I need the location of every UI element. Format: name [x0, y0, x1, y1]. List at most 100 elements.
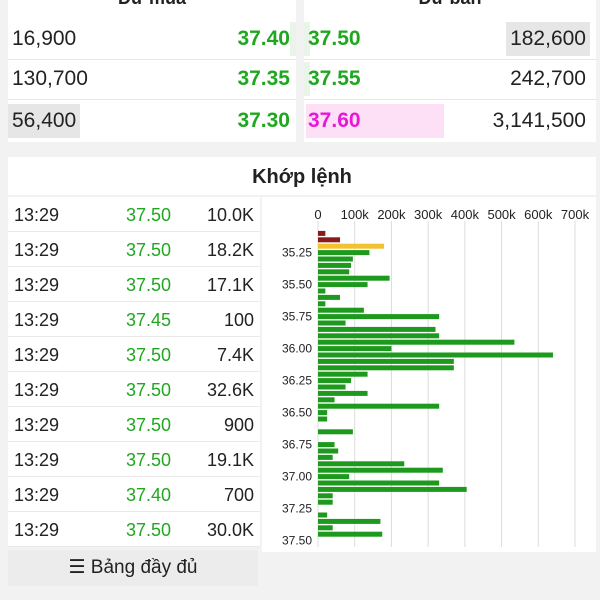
matched-orders-title: Khớp lệnh	[8, 157, 596, 195]
ask-volume: 182,600	[506, 22, 590, 56]
full-table-button[interactable]: ☰ Bảng đầy đủ	[8, 550, 258, 586]
volume-bar	[318, 230, 326, 236]
trade-price: 37.40	[126, 485, 172, 505]
volume-bar	[318, 307, 364, 313]
volume-bar	[318, 269, 350, 275]
row-divider	[8, 546, 260, 547]
volume-bar	[318, 493, 333, 499]
volume-bar	[318, 237, 341, 243]
y-tick-label: 37.50	[282, 534, 312, 548]
trade-row: 13:29 37.45 100	[8, 302, 260, 337]
row-divider	[8, 266, 260, 267]
trade-price: 37.50	[126, 240, 172, 260]
trade-time: 13:29	[14, 240, 60, 260]
volume-bar	[318, 454, 333, 460]
row-divider	[8, 511, 260, 512]
bid-price: 37.30	[237, 109, 290, 132]
volume-bar	[318, 288, 326, 294]
volume-bar	[318, 397, 335, 403]
y-tick-label: 36.75	[282, 438, 312, 452]
trade-price: 37.50	[126, 275, 172, 295]
ask-row[interactable]: 37.60 3,141,500	[304, 104, 596, 140]
ask-volume: 242,700	[510, 67, 586, 90]
bid-price: 37.40	[237, 27, 290, 50]
trade-row: 13:29 37.50 17.1K	[8, 267, 260, 302]
row-divider	[8, 301, 260, 302]
volume-bar	[318, 378, 352, 384]
volume-bar	[318, 442, 335, 448]
trade-price: 37.45	[126, 310, 172, 330]
bid-price: 37.35	[237, 67, 290, 90]
volume-bar	[318, 243, 385, 249]
x-tick-label: 400k	[451, 207, 480, 222]
trade-row: 13:29 37.50 19.1K	[8, 442, 260, 477]
volume-bar	[318, 518, 381, 524]
volume-bar	[318, 390, 368, 396]
ask-depth-bar	[304, 62, 310, 96]
trade-time: 13:29	[14, 275, 60, 295]
trade-row: 13:29 37.50 900	[8, 407, 260, 442]
volume-bar	[318, 250, 370, 256]
y-tick-label: 35.50	[282, 278, 312, 292]
ask-row[interactable]: 37.50 182,600	[304, 22, 596, 58]
x-tick-label: 300k	[414, 207, 443, 222]
volume-bar	[318, 512, 328, 518]
x-tick-label: 100k	[341, 207, 370, 222]
row-divider	[8, 441, 260, 442]
bid-row[interactable]: 16,900 37.40	[8, 22, 296, 58]
trade-volume: 700	[223, 485, 254, 505]
trade-time: 13:29	[14, 380, 60, 400]
volume-bar	[318, 320, 346, 326]
trade-tape: 13:29 37.50 10.0K 13:29 37.50 18.2K 13:29 37.50…	[8, 197, 260, 547]
volume-bar	[318, 326, 436, 332]
ask-price: 37.50	[308, 27, 361, 50]
trade-time: 13:29	[14, 205, 60, 225]
volume-bar	[318, 499, 333, 505]
trade-row: 13:29 37.40 700	[8, 477, 260, 512]
bid-row[interactable]: 130,700 37.35	[8, 62, 296, 98]
trade-price: 37.50	[126, 380, 172, 400]
trade-price: 37.50	[126, 205, 172, 225]
volume-bar	[318, 410, 328, 416]
volume-bar	[318, 531, 383, 537]
row-divider	[8, 371, 260, 372]
volume-by-price-chart: 0 100k 200k 300k 400k 500k 600k 700k 35.25 35.50 3…	[262, 197, 596, 552]
x-tick-label: 600k	[524, 207, 553, 222]
trade-row: 13:29 37.50 30.0K	[8, 512, 260, 547]
volume-bar	[318, 262, 352, 268]
trade-price: 37.50	[126, 415, 172, 435]
row-divider	[8, 231, 260, 232]
trade-row: 13:29 37.50 32.6K	[8, 372, 260, 407]
ask-row[interactable]: 37.55 242,700	[304, 62, 596, 98]
volume-by-price-svg: 0 100k 200k 300k 400k 500k 600k 700k 35.25 35.50 3…	[282, 207, 590, 548]
divider	[8, 99, 296, 100]
x-tick-label: 700k	[561, 207, 590, 222]
volume-bar	[318, 525, 333, 531]
volume-bar	[318, 371, 368, 377]
trade-price: 37.50	[126, 345, 172, 365]
divider	[8, 59, 296, 60]
volume-bar	[318, 256, 353, 262]
ask-header: Dư bán	[304, 0, 596, 9]
trade-row: 13:29 37.50 18.2K	[8, 232, 260, 267]
volume-bar	[318, 384, 346, 390]
trade-time: 13:29	[14, 310, 60, 330]
trade-price: 37.50	[126, 520, 172, 540]
bid-depth-bar	[290, 22, 296, 56]
trade-volume: 17.1K	[206, 275, 254, 295]
x-tick-label: 0	[314, 207, 321, 222]
volume-bar	[318, 346, 392, 352]
ask-book: Dư bán 37.50 182,600 37.55 242,700 37.60…	[304, 0, 596, 142]
trade-time: 13:29	[14, 345, 60, 365]
ask-depth-bar	[304, 22, 310, 56]
row-divider	[8, 336, 260, 337]
trade-row: 13:29 37.50 7.4K	[8, 337, 260, 372]
y-tick-label: 36.50	[282, 406, 312, 420]
volume-bar	[318, 474, 350, 480]
y-tick-label: 37.25	[282, 502, 312, 516]
ask-price-ceiling: 37.60	[306, 104, 444, 138]
ask-price: 37.55	[308, 67, 361, 90]
bid-row[interactable]: 56,400 37.30	[8, 104, 296, 140]
trade-volume: 18.2K	[206, 240, 254, 260]
bid-header: Dư mua	[8, 0, 296, 9]
